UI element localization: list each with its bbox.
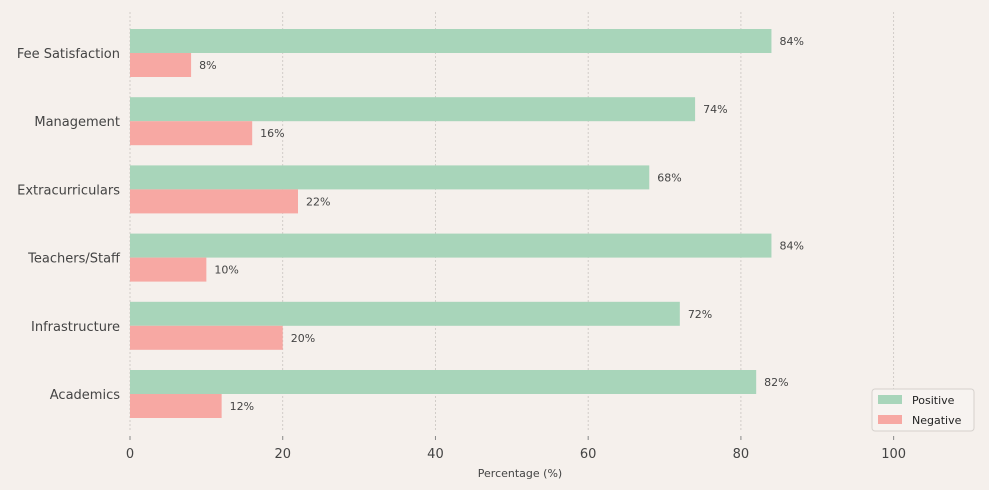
bar-negative: [130, 325, 283, 350]
bar-positive: [130, 233, 772, 258]
x-axis: 0 20 40 60 80 100: [126, 436, 906, 462]
y-tick-label: Fee Satisfaction: [17, 47, 120, 62]
y-tick-label: Academics: [50, 388, 120, 403]
bar-positive: [130, 165, 650, 190]
bar-negative: [130, 257, 207, 282]
bar-positive: [130, 29, 772, 53]
data-label: 74%: [703, 103, 727, 116]
y-tick-label: Teachers/Staff: [27, 252, 121, 267]
data-label: 10%: [214, 264, 238, 277]
legend-swatch: [878, 395, 902, 404]
data-label: 84%: [779, 35, 803, 48]
bar-negative: [130, 121, 253, 146]
grid-lines: [129, 12, 895, 432]
data-label: 68%: [657, 171, 681, 184]
x-tick-label: 80: [733, 447, 750, 462]
data-labels: 82% 12% 72% 20% 84% 10% 68% 22% 74% 16% 84% 8%: [199, 35, 804, 413]
data-label: 82%: [764, 376, 788, 389]
data-label: 8%: [199, 59, 216, 72]
bar-positive: [130, 370, 757, 394]
legend-label: Negative: [912, 414, 962, 427]
x-tick-label: 20: [274, 447, 291, 462]
x-axis-title: Percentage (%): [478, 467, 562, 480]
data-label: 84%: [779, 240, 803, 253]
y-tick-label: Extracurriculars: [17, 183, 120, 198]
y-axis: Academics Infrastructure Teachers/Staff Ext…: [17, 47, 121, 403]
bar-negative: [130, 189, 298, 214]
legend-swatch: [878, 415, 902, 424]
data-label: 12%: [230, 400, 254, 413]
x-tick-label: 0: [126, 447, 134, 462]
legend-label: Positive: [912, 394, 955, 407]
y-tick-label: Infrastructure: [31, 320, 120, 335]
x-tick-label: 40: [427, 447, 444, 462]
y-tick-label: Management: [34, 115, 120, 130]
bars: [130, 29, 772, 418]
bar-positive: [130, 97, 696, 122]
data-label: 16%: [260, 127, 284, 140]
data-label: 20%: [291, 332, 315, 345]
data-label: 22%: [306, 195, 330, 208]
bar-positive: [130, 301, 680, 326]
x-tick-label: 60: [580, 447, 597, 462]
data-label: 72%: [688, 308, 712, 321]
bar-negative: [130, 394, 222, 418]
bar-negative: [130, 53, 192, 77]
legend[interactable]: Positive Negative: [871, 388, 975, 432]
x-tick-label: 100: [881, 447, 906, 462]
